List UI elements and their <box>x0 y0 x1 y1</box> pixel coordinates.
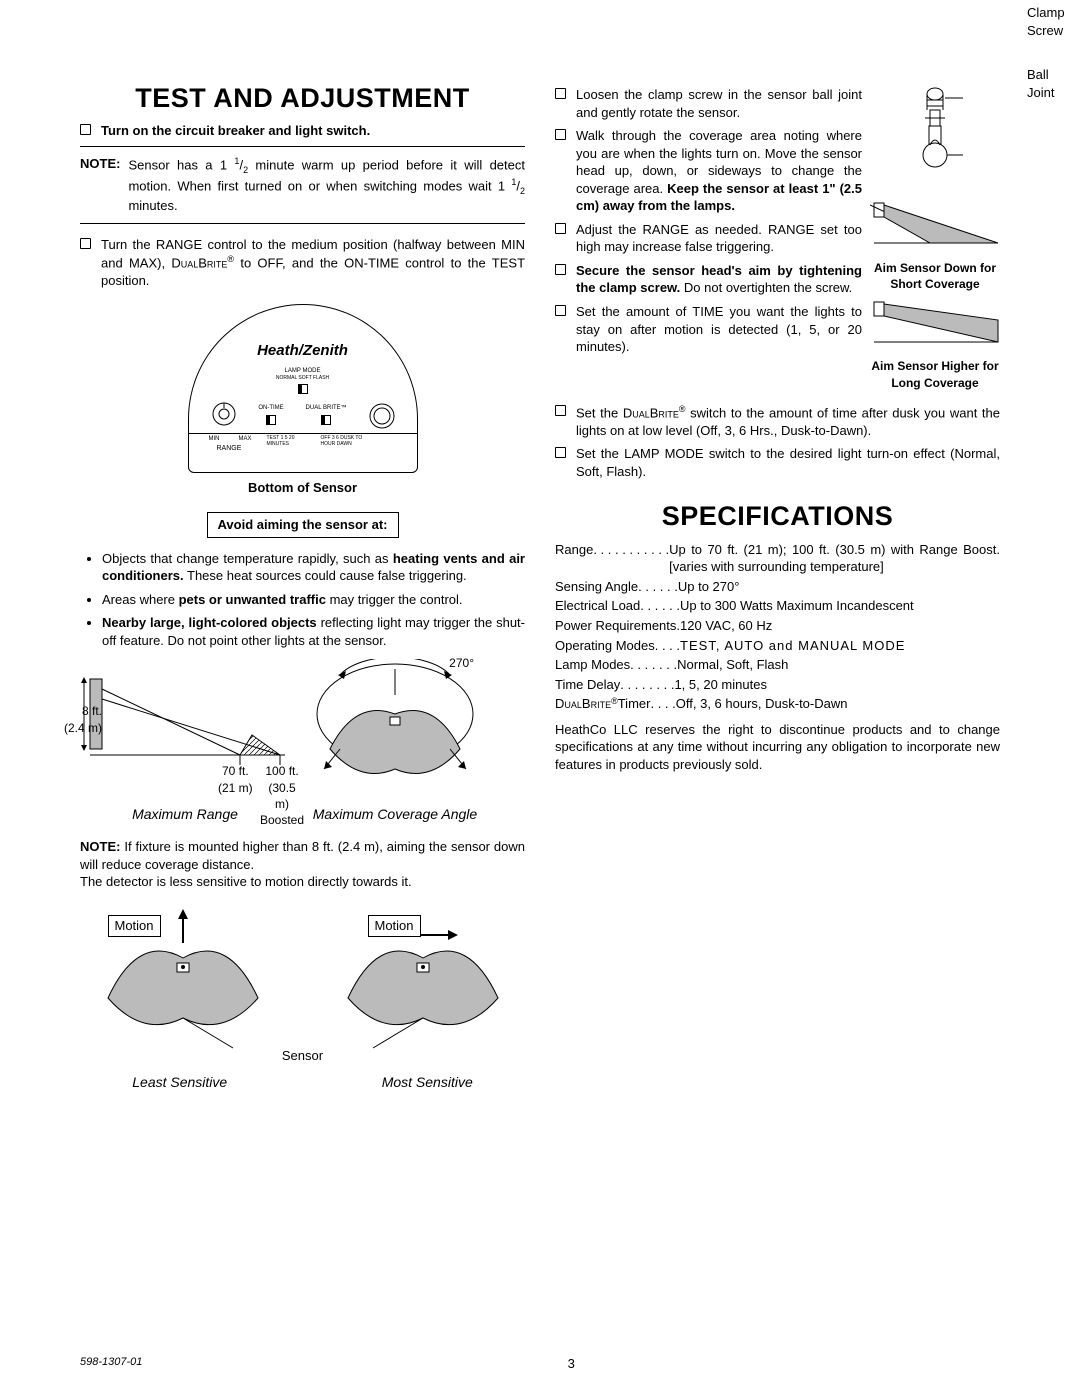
least-sensitive-figure: Motion <box>88 903 278 1053</box>
right-column: Clamp Screw Ball Joint Aim Sensor Down f… <box>555 80 1000 1091</box>
step-walk: Walk through the coverage area noting wh… <box>555 127 862 215</box>
step-dualbrite: Set the DualBrite® switch to the amount … <box>555 403 1000 439</box>
left-column: TEST AND ADJUSTMENT Turn on the circuit … <box>80 80 525 1091</box>
step-breaker: Turn on the circuit breaker and light sw… <box>80 122 525 140</box>
avoid-list: Objects that change temperature rapidly,… <box>90 550 525 650</box>
divider <box>80 146 525 147</box>
max-angle-figure: 270° Maximum Coverage Angle <box>310 659 480 824</box>
checkbox-icon <box>555 405 566 416</box>
step-loosen: Loosen the clamp screw in the sensor bal… <box>555 86 862 121</box>
step-range-medium: Turn the RANGE control to the medium pos… <box>80 236 525 290</box>
checkbox-icon <box>555 129 566 140</box>
step-secure: Secure the sensor head's aim by tighteni… <box>555 262 862 297</box>
step-lampmode: Set the LAMP MODE switch to the desired … <box>555 445 1000 480</box>
page-footer: 598-1307-01 3 <box>80 1355 1000 1373</box>
note-warmup: NOTE: Sensor has a 1 1/2 minute warm up … <box>80 155 525 215</box>
aim-up-icon <box>870 298 1000 348</box>
sensor-bottom-diagram: Heath/Zenith LAMP MODE NORMAL SOFT FLASH… <box>188 304 418 473</box>
most-sensitive-figure: Motion <box>328 903 518 1053</box>
step-time: Set the amount of TIME you want the ligh… <box>555 303 862 356</box>
checkbox-icon <box>555 88 566 99</box>
max-range-figure: 8 ft.(2.4 m) 70 ft.(21 m) 100 ft.(30.5 m… <box>80 659 290 824</box>
checkbox-icon <box>555 223 566 234</box>
specs-table: Range . . . . . . . . . . . Up to 70 ft.… <box>555 541 1000 713</box>
checkbox-icon <box>555 447 566 458</box>
caption-bottom-sensor: Bottom of Sensor <box>80 479 525 497</box>
avoid-box: Avoid aiming the sensor at: <box>207 512 399 538</box>
checkbox-icon <box>555 264 566 275</box>
divider <box>80 223 525 224</box>
checkbox-icon <box>555 305 566 316</box>
aim-down-icon <box>870 199 1000 249</box>
note-mounting: NOTE: If fixture is mounted higher than … <box>80 838 525 873</box>
step-adjust-range: Adjust the RANGE as needed. RANGE set to… <box>555 221 862 256</box>
disclaimer: HeathCo LLC reserves the right to discon… <box>555 721 1000 774</box>
checkbox-icon <box>80 124 91 135</box>
heading-specifications: SPECIFICATIONS <box>555 498 1000 534</box>
heading-test-adjustment: TEST AND ADJUSTMENT <box>80 80 525 116</box>
checkbox-icon <box>80 238 91 249</box>
clamp-diagram: Clamp Screw Ball Joint Aim Sensor Down f… <box>870 80 1000 397</box>
